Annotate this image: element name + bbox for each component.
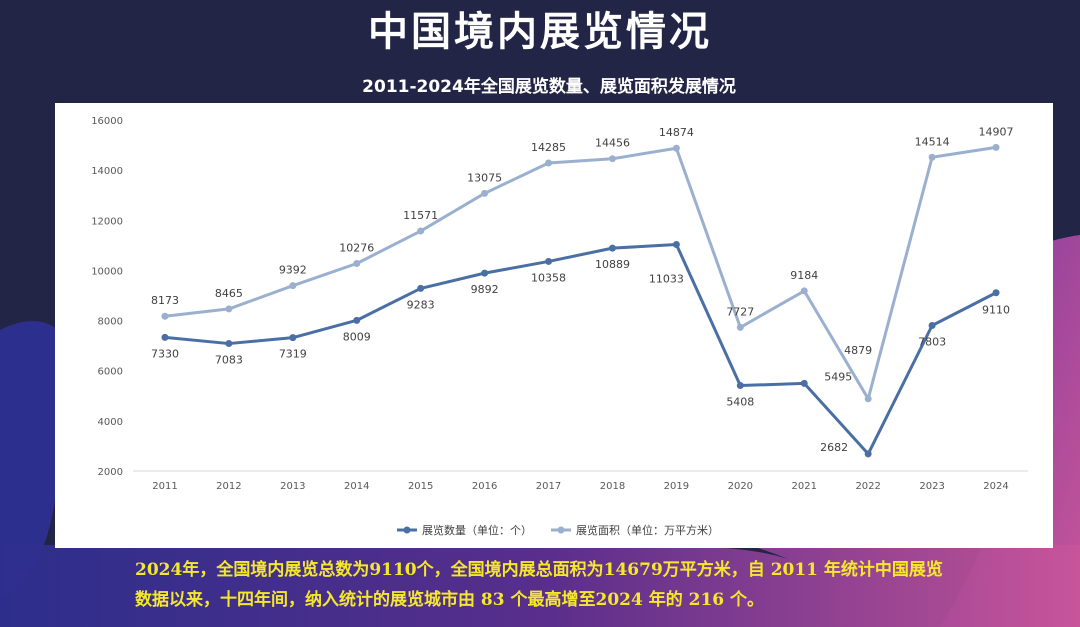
series-2-data-label: 9392 (279, 264, 307, 277)
series-2-point (417, 227, 425, 235)
chart-panel: 2000 4000 6000 8000 10000 12000 14000 16000 2011… (55, 103, 1053, 548)
x-tick-label: 2015 (408, 481, 433, 492)
series-2-point (161, 312, 169, 320)
series-2-data-label: 11571 (403, 209, 438, 222)
series-1-point (225, 340, 233, 348)
series-1-point (545, 257, 553, 265)
caption-line-1: 2024年，全国境内展览总数为9110个，全国境内展总面积为14679万平方米，… (135, 560, 943, 580)
legend-item-count-label: 展览数量（单位：个） (422, 523, 532, 537)
series-line-2 (164, 145, 997, 401)
x-tick-label: 2023 (919, 481, 944, 492)
x-tick-label: 2013 (280, 481, 305, 492)
series-1-point (672, 241, 680, 249)
series-2-data-label: 14907 (979, 125, 1014, 138)
x-tick-label: 2016 (472, 481, 497, 492)
series-1-data-label: 2682 (820, 441, 848, 454)
series-1-data-label: 7319 (279, 348, 307, 361)
legend-item-area-marker (557, 526, 565, 534)
x-tick-label: 2018 (600, 481, 625, 492)
series-2-point (800, 287, 808, 295)
x-tick-label: 2021 (792, 481, 817, 492)
x-tick-label: 2022 (855, 481, 880, 492)
series-1-point (800, 379, 808, 387)
series-2-point (736, 323, 744, 331)
series-2-point (992, 143, 1000, 151)
series-line-1 (164, 243, 997, 456)
series-1-data-label: 11033 (649, 273, 684, 286)
series-1-data-label: 9892 (471, 283, 499, 296)
series-2-point (225, 305, 233, 313)
y-tick-label: 16000 (91, 116, 123, 127)
series-1-data-label: 7330 (151, 347, 179, 360)
y-tick-label: 12000 (91, 216, 123, 227)
series-2-point (545, 159, 553, 167)
series-2-point (928, 153, 936, 161)
x-tick-label: 2014 (344, 481, 369, 492)
y-tick-label: 14000 (91, 166, 123, 177)
caption: 2024年，全国境内展览总数为9110个，全国境内展总面积为14679万平方米，… (135, 555, 1035, 615)
series-2-data-label: 4879 (844, 344, 872, 357)
series-1-point (481, 269, 489, 277)
x-tick-label: 2019 (664, 481, 689, 492)
caption-line-2: 数据以来，十四年间，纳入统计的展览城市由 83 个最高增至2024 年的 216… (135, 590, 765, 610)
series-2-data-label: 14456 (595, 137, 630, 150)
series-1-point (992, 289, 1000, 297)
x-tick-label: 2020 (728, 481, 753, 492)
series-2-data-label: 14285 (531, 141, 566, 154)
series-2-data-label: 14514 (915, 135, 950, 148)
series-1-point (289, 334, 297, 342)
series-1-data-label: 7083 (215, 354, 243, 367)
y-tick-label: 8000 (98, 317, 123, 328)
bottom-gradient-band (0, 545, 1080, 627)
series-1-data-label: 5495 (824, 370, 852, 383)
series-1-data-label: 10889 (595, 258, 630, 271)
series-1-data-label: 5408 (726, 396, 754, 409)
series-1-point (161, 333, 169, 341)
series-1-data-label: 10358 (531, 271, 566, 284)
series-2-data-label: 9184 (790, 269, 818, 282)
series-2-point (353, 260, 361, 268)
legend-item-area-label: 展览面积（单位：万平方米） (576, 523, 719, 537)
series-2-data-label: 10276 (339, 242, 374, 255)
series-1-data-label: 9110 (982, 304, 1010, 317)
y-tick-label: 2000 (98, 467, 123, 478)
series-2-data-label: 7727 (726, 305, 754, 318)
x-tick-label: 2012 (216, 481, 241, 492)
series-1-data-label: 9283 (407, 298, 435, 311)
series-1-point (353, 316, 361, 324)
x-tick-label: 2024 (983, 481, 1008, 492)
series-2-data-label: 8465 (215, 287, 243, 300)
series-2-data-label: 14874 (659, 126, 694, 139)
y-tick-label: 4000 (98, 417, 123, 428)
series-1-point (928, 322, 936, 330)
line-chart: 2000 4000 6000 8000 10000 12000 14000 16000 2011… (91, 116, 1028, 537)
x-tick-label: 2017 (536, 481, 561, 492)
series-1-point (736, 382, 744, 390)
series-1-point (864, 450, 872, 458)
y-tick-label: 6000 (98, 367, 123, 378)
y-tick-label: 10000 (91, 266, 123, 277)
series-2-point (672, 144, 680, 152)
series-2-point (608, 155, 616, 163)
chart-title: 2011-2024年全国展览数量、展览面积发展情况 (362, 77, 736, 97)
series-2-data-label: 13075 (467, 171, 502, 184)
series-2-data-label: 8173 (151, 294, 179, 307)
series-1-point (417, 284, 425, 292)
series-1-data-label: 8009 (343, 330, 371, 343)
series-2-point (481, 189, 489, 197)
page-title: 中国境内展览情况 (368, 9, 712, 55)
series-2-point (289, 282, 297, 290)
legend-item-count-marker (403, 526, 411, 534)
x-tick-label: 2011 (152, 481, 177, 492)
series-1-data-label: 7803 (918, 336, 946, 349)
series-2-point (864, 395, 872, 403)
series-1-point (608, 244, 616, 252)
